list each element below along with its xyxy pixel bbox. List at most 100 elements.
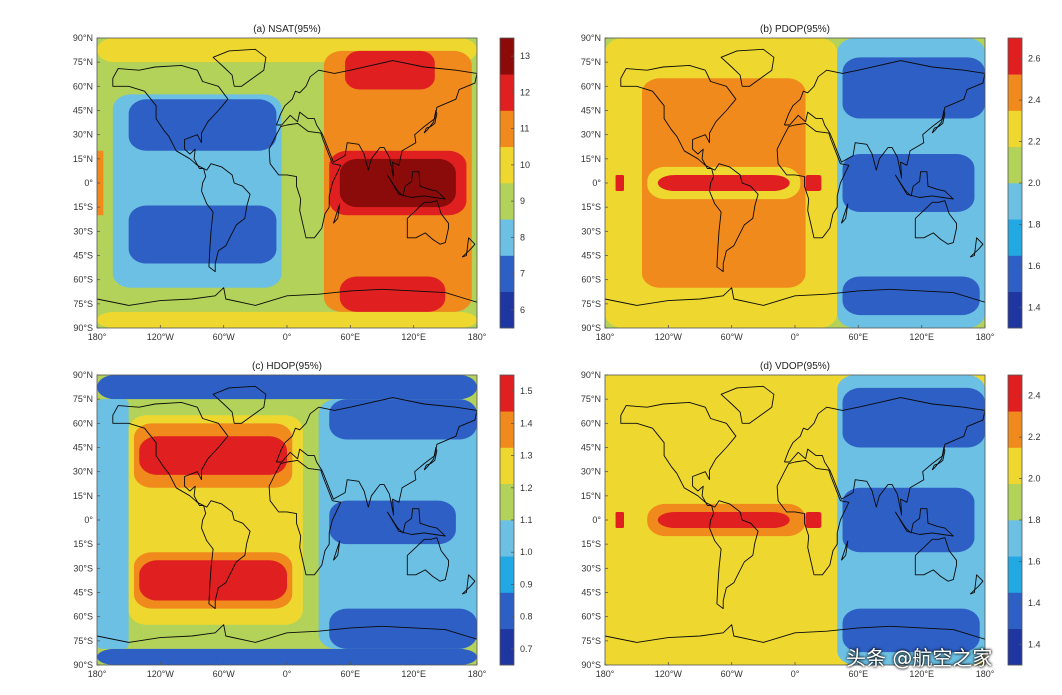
heatmap-region: [329, 399, 477, 440]
colorbar-tick-label: 6: [520, 305, 525, 315]
y-tick-label: 75°N: [581, 394, 601, 404]
colorbar-tick-label: 2.0: [1028, 474, 1041, 484]
y-tick-label: 45°N: [73, 443, 93, 453]
colorbar-tick-label: 1.0: [520, 547, 533, 557]
y-tick-label: 75°S: [73, 299, 93, 309]
x-tick-label: 60°W: [213, 332, 236, 342]
x-tick-label: 120°E: [401, 669, 426, 679]
y-tick-label: 60°N: [73, 418, 93, 428]
colorbar-segment: [500, 411, 514, 448]
y-tick-label: 0°: [592, 178, 601, 188]
colorbar-segment: [1008, 110, 1022, 148]
colorbar-segment: [1008, 219, 1022, 256]
heatmap-region: [842, 487, 975, 553]
y-tick-label: 0°: [84, 515, 93, 525]
coastline: [969, 237, 984, 258]
heatmap-region: [805, 511, 822, 529]
coastline: [720, 385, 775, 424]
heatmap-region: [842, 57, 985, 119]
heatmap-region: [657, 174, 790, 192]
colorbar-tick-label: 2.6: [1028, 54, 1041, 64]
x-tick-label: 120°W: [655, 669, 683, 679]
heatmap-region: [139, 560, 287, 601]
coastline: [709, 500, 759, 610]
y-tick-label: 15°S: [73, 539, 93, 549]
colorbar-segment: [1008, 520, 1022, 557]
colorbar-tick-label: 1.6: [1028, 556, 1041, 566]
colorbar-segment: [1008, 183, 1022, 220]
colorbar-tick-label: 2.4: [1028, 95, 1041, 105]
y-tick-label: 30°N: [581, 130, 601, 140]
coastline: [423, 110, 438, 134]
x-tick-label: 180°: [976, 332, 995, 342]
y-tick-label: 15°S: [581, 539, 601, 549]
y-tick-label: 45°S: [581, 588, 601, 598]
colorbar-segment: [1008, 556, 1022, 593]
y-tick-label: 90°S: [73, 323, 93, 333]
colorbar-segment: [500, 146, 514, 184]
colorbar-segment: [500, 628, 514, 666]
colorbar-segment: [1008, 483, 1022, 521]
heatmap-region: [842, 276, 980, 316]
colorbar-segment: [1008, 411, 1022, 448]
chart-svg: (b) PDOP(95%) 180° 120°W 60°W 0° 60°E 120°E 180…: [581, 24, 1041, 342]
heatmap-region: [128, 99, 277, 151]
colorbar-tick-label: 2.0: [1028, 178, 1041, 188]
y-tick-label: 45°S: [73, 588, 93, 598]
coastline: [386, 508, 446, 537]
colorbar-segment: [1008, 592, 1022, 630]
y-tick-label: 30°N: [581, 467, 601, 477]
x-tick-label: 120°E: [909, 669, 934, 679]
y-tick-label: 60°S: [73, 612, 93, 622]
coastline: [406, 537, 449, 582]
coastline: [332, 203, 341, 224]
colorbar-tick-label: 2.2: [1028, 432, 1041, 442]
heatmap-region: [97, 150, 104, 216]
y-tick-label: 30°S: [581, 226, 601, 236]
coastline: [386, 171, 446, 200]
x-tick-label: 0°: [283, 669, 292, 679]
colorbar-segment: [1008, 447, 1022, 485]
coastline: [894, 171, 954, 200]
y-tick-label: 60°N: [581, 81, 601, 91]
coastline: [332, 540, 341, 561]
coastline: [783, 60, 985, 179]
x-tick-label: 60°W: [721, 332, 744, 342]
x-tick-label: 60°E: [849, 332, 869, 342]
y-tick-label: 0°: [592, 515, 601, 525]
heatmap-region: [805, 174, 822, 192]
heatmap-field: [605, 38, 985, 328]
panel-hdop: (c) HDOP(95%) 180° 120°W 60°W 0° 60°E 120°E 180…: [52, 355, 552, 695]
chart-svg: (a) NSAT(95%) 180° 120°W 60°W 0° 60°E 120°E 180…: [73, 24, 530, 342]
colorbar-segment: [1008, 146, 1022, 184]
x-tick-label: 60°W: [721, 669, 744, 679]
y-tick-label: 60°N: [581, 418, 601, 428]
colorbar-segment: [1008, 74, 1022, 111]
coastline: [97, 624, 477, 643]
y-tick-label: 75°S: [581, 299, 601, 309]
y-tick-label: 45°S: [73, 251, 93, 261]
coastline: [931, 110, 946, 134]
x-tick-label: 180°: [88, 669, 107, 679]
y-tick-label: 60°S: [581, 612, 601, 622]
y-tick-label: 45°N: [581, 106, 601, 116]
colorbar-tick-label: 1.4: [520, 418, 533, 428]
y-tick-label: 30°S: [73, 563, 93, 573]
heatmap-field: [97, 38, 477, 328]
coastline: [914, 200, 957, 245]
x-tick-label: 0°: [283, 332, 292, 342]
coastline: [461, 237, 476, 258]
heatmap-region: [329, 608, 477, 649]
x-tick-label: 0°: [791, 332, 800, 342]
colorbar-tick-label: 12: [520, 87, 530, 97]
coastline: [931, 447, 946, 471]
coastline: [914, 537, 957, 582]
heatmap-region: [139, 436, 287, 475]
panel-pdop: (b) PDOP(95%) 180° 120°W 60°W 0° 60°E 120°E 180…: [560, 18, 1060, 358]
coastline: [605, 287, 985, 306]
y-tick-label: 45°N: [73, 106, 93, 116]
y-tick-label: 45°N: [581, 443, 601, 453]
coastline: [620, 64, 737, 169]
heatmap-field: [97, 375, 477, 665]
